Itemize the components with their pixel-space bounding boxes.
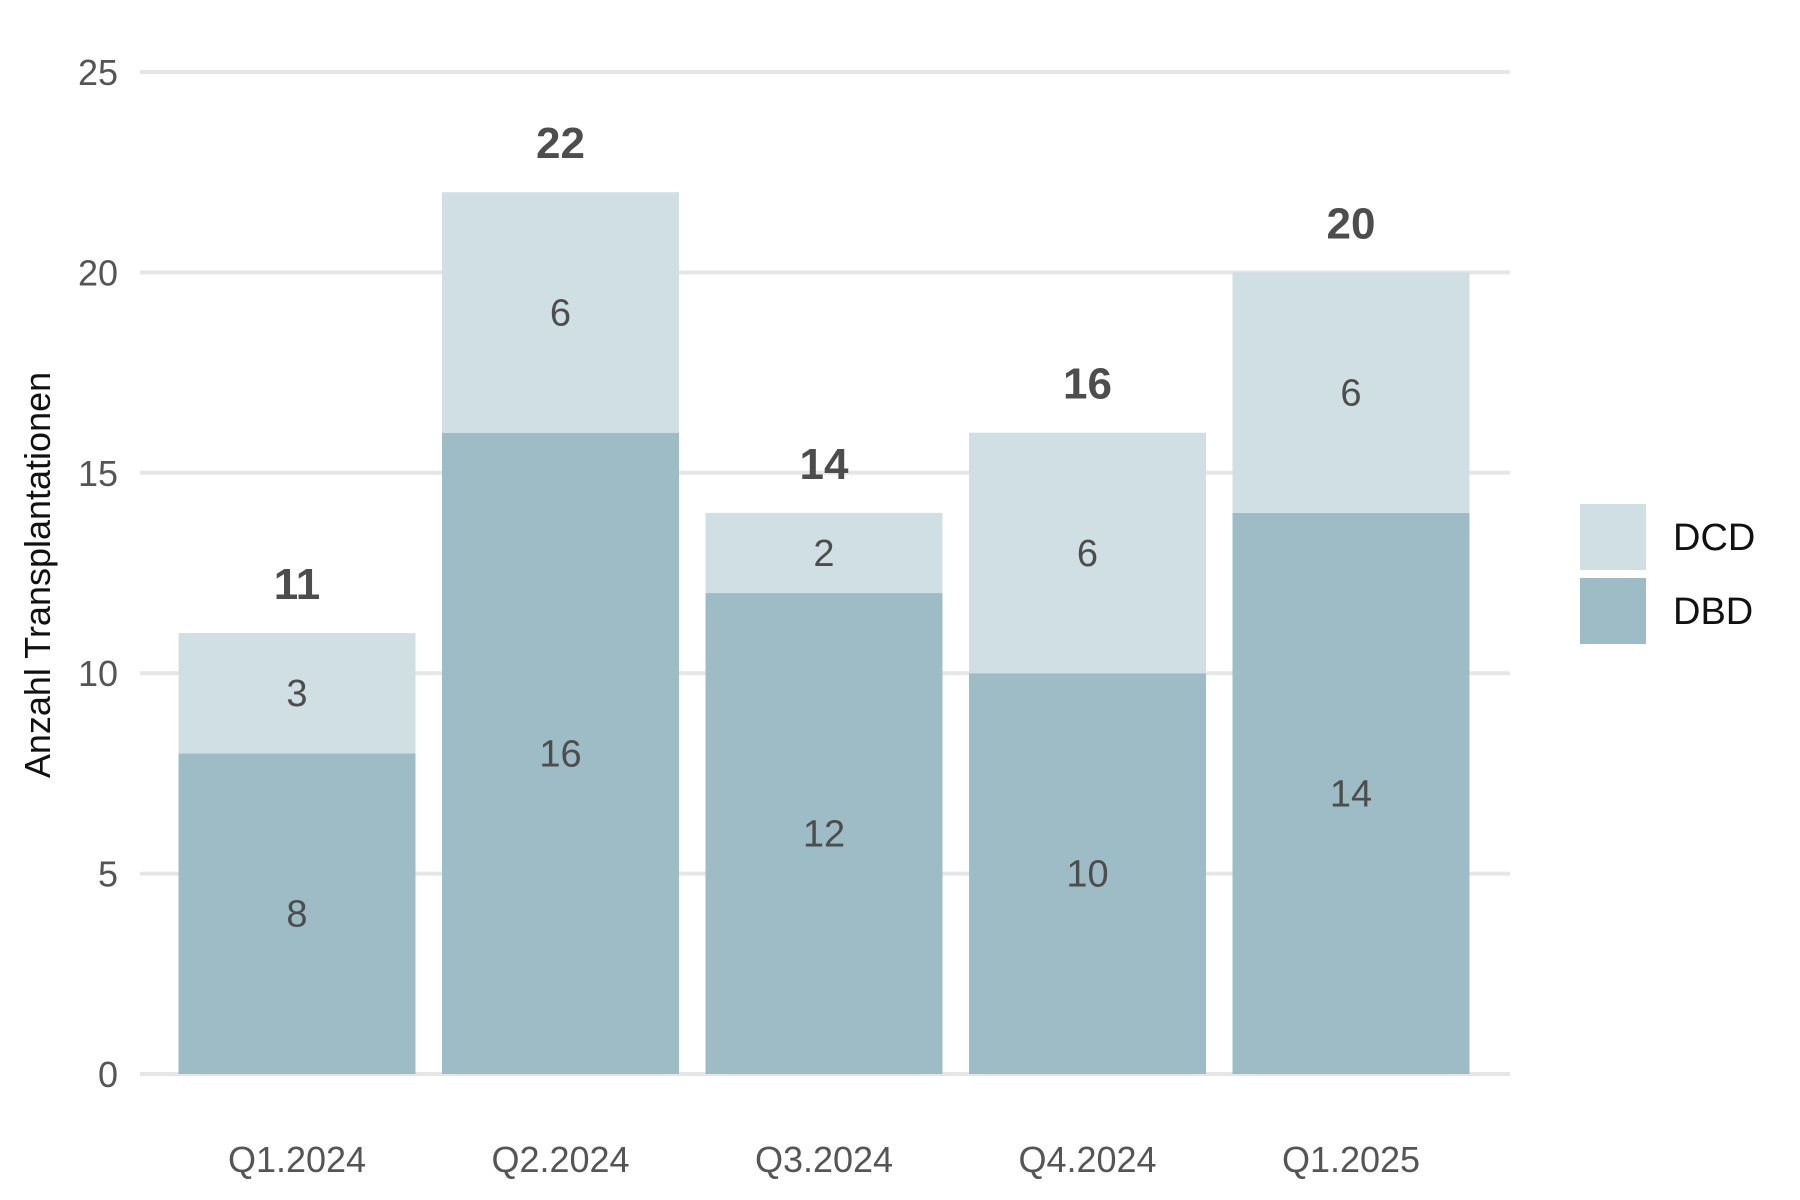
y-axis-title: Anzahl Transplantationen — [17, 372, 58, 778]
x-tick-label: Q1.2024 — [228, 1139, 366, 1180]
y-axis-ticks: 0 5 10 15 20 25 — [78, 52, 118, 1095]
x-tick-label: Q2.2024 — [491, 1139, 629, 1180]
segment-value-label: 6 — [550, 292, 571, 334]
y-tick-label: 25 — [78, 52, 118, 93]
x-tick-label: Q3.2024 — [755, 1139, 893, 1180]
bar-segment-dbd — [969, 673, 1206, 1074]
total-value-label: 16 — [1063, 360, 1112, 409]
y-tick-label: 10 — [78, 653, 118, 694]
y-tick-label: 5 — [98, 854, 118, 895]
y-tick-label: 0 — [98, 1054, 118, 1095]
total-value-label: 14 — [800, 440, 849, 489]
segment-value-label: 3 — [286, 673, 307, 715]
bar-segment-dbd — [442, 432, 679, 1075]
segment-value-label: 12 — [803, 814, 845, 856]
legend-swatch-dcd — [1580, 504, 1646, 570]
bar-segment-dcd — [969, 432, 1206, 674]
legend-label-dbd: DBD — [1673, 591, 1753, 633]
total-value-label: 22 — [536, 119, 585, 168]
bar-segment-dbd — [178, 753, 416, 1074]
segment-value-label: 6 — [1077, 533, 1098, 575]
total-value-label: 11 — [274, 560, 321, 609]
bar-segment-dcd — [705, 512, 943, 594]
segment-value-label: 14 — [1330, 773, 1372, 815]
bar-segment-dbd — [705, 593, 943, 1074]
x-tick-label: Q4.2024 — [1018, 1139, 1156, 1180]
y-tick-label: 15 — [78, 453, 118, 494]
x-axis-ticks: Q1.2024 Q2.2024 Q3.2024 Q4.2024 Q1.2025 — [228, 1139, 1420, 1180]
segment-value-label: 6 — [1340, 373, 1361, 415]
legend-swatch-dbd — [1580, 578, 1646, 644]
segment-value-label: 10 — [1066, 854, 1108, 896]
segment-value-label: 8 — [286, 894, 307, 936]
legend: DCD DBD — [1580, 504, 1755, 644]
segment-value-label: 2 — [813, 533, 834, 575]
legend-label-dcd: DCD — [1673, 517, 1755, 559]
bar-segment-dbd — [1232, 512, 1470, 1074]
bar-segment-dcd — [442, 192, 679, 433]
bar-segment-dcd — [178, 633, 416, 754]
total-value-label: 20 — [1327, 199, 1376, 248]
bars: 8 3 11 16 6 22 12 2 14 10 6 16 14 6 20 — [178, 119, 1470, 1075]
x-tick-label: Q1.2025 — [1282, 1139, 1420, 1180]
y-tick-label: 20 — [78, 252, 118, 293]
segment-value-label: 16 — [539, 733, 581, 775]
bar-segment-dcd — [1232, 272, 1470, 513]
